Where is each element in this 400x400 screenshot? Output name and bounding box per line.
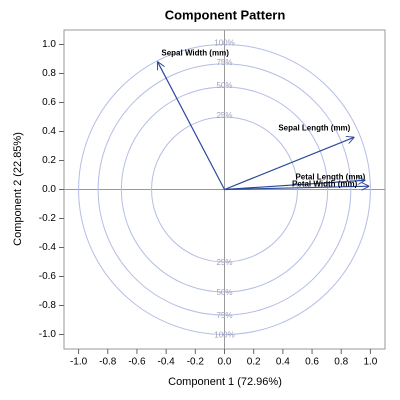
x-tick-label: 0.8	[334, 357, 348, 368]
x-tick-label: -1.0	[70, 357, 88, 368]
variance-circle	[78, 44, 371, 335]
circle-label: 25%	[216, 111, 232, 120]
y-tick-label: -0.8	[39, 300, 57, 311]
y-tick-label: -1.0	[39, 329, 57, 340]
x-tick-label: 0.6	[305, 357, 319, 368]
vector-label: Petal Length (mm)	[295, 172, 365, 181]
x-tick-label: -0.6	[128, 357, 146, 368]
x-tick-label: 0.2	[247, 357, 261, 368]
y-axis-label: Component 2 (22.85%)	[12, 132, 24, 246]
vector-label: Sepal Length (mm)	[278, 123, 350, 132]
y-tick-label: 0.4	[42, 126, 56, 137]
y-tick-label: -0.6	[39, 271, 57, 282]
x-tick-label: -0.8	[99, 357, 117, 368]
x-axis-label: Component 1 (72.96%)	[168, 376, 282, 388]
circle-label: 50%	[216, 288, 232, 297]
variance-circle	[97, 63, 352, 316]
y-tick-label: 0.0	[42, 184, 56, 195]
y-tick-label: 0.6	[42, 97, 56, 108]
y-tick-label: 0.2	[42, 155, 56, 166]
circle-label: 100%	[214, 331, 234, 340]
vector-label: Petal Width (mm)	[292, 179, 358, 188]
circle-label: 100%	[214, 39, 234, 48]
x-tick-label: -0.4	[158, 357, 176, 368]
circle-label: 75%	[216, 58, 232, 67]
vector-arrow	[224, 186, 370, 189]
y-tick-label: 1.0	[42, 39, 56, 50]
variance-circle	[120, 86, 329, 293]
variance-circle	[151, 116, 298, 263]
vector-arrow	[224, 180, 366, 191]
circle-label: 50%	[216, 81, 232, 90]
y-tick-label: -0.2	[39, 213, 57, 224]
x-tick-label: 0.4	[276, 357, 290, 368]
x-tick-label: -0.2	[187, 357, 205, 368]
y-tick-label: 0.8	[42, 68, 56, 79]
vector-label: Sepal Width (mm)	[161, 49, 229, 58]
circle-label: 25%	[216, 258, 232, 267]
vector-arrow	[156, 61, 226, 190]
y-tick-label: -0.4	[39, 242, 57, 253]
x-tick-label: 1.0	[363, 357, 377, 368]
x-tick-label: 0.0	[218, 357, 232, 368]
vector-arrow	[224, 137, 355, 191]
chart-title: Component Pattern	[165, 7, 286, 22]
circle-label: 75%	[216, 311, 232, 320]
